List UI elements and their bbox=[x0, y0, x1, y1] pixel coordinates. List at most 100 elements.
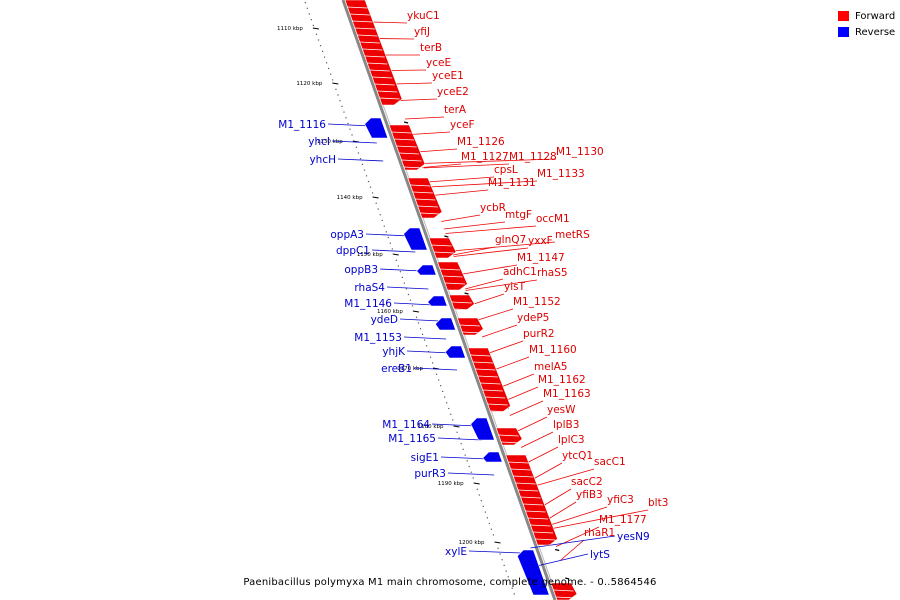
minor-tick bbox=[507, 576, 509, 578]
gene-separator bbox=[444, 282, 466, 285]
gene-label-forward: purR2 bbox=[523, 328, 555, 340]
minor-tick bbox=[363, 169, 366, 171]
minor-tick bbox=[405, 288, 408, 290]
gene-separator bbox=[510, 468, 531, 471]
minor-tick bbox=[332, 79, 334, 81]
minor-tick bbox=[456, 431, 458, 433]
gene-label-reverse: xylE bbox=[445, 546, 467, 558]
minor-tick bbox=[401, 276, 404, 278]
minor-tick bbox=[452, 419, 454, 421]
gene-label-reverse: M1_1165 bbox=[388, 433, 436, 445]
leader-line-reverse bbox=[406, 350, 452, 354]
minor-tick bbox=[359, 158, 362, 160]
gene-separator bbox=[362, 48, 383, 51]
minor-tick bbox=[327, 67, 330, 70]
gene-separator bbox=[485, 396, 506, 399]
minor-tick bbox=[480, 500, 482, 502]
forward-gene-block bbox=[388, 124, 426, 171]
leader-line-forward bbox=[526, 446, 559, 464]
minor-tick bbox=[482, 505, 484, 507]
tick-label: 1200 kbp bbox=[459, 540, 485, 546]
gene-separator bbox=[532, 531, 553, 534]
gene-label-forward: yceE1 bbox=[432, 70, 464, 82]
gene-label-reverse: ydeD bbox=[371, 314, 398, 326]
leader-line-forward bbox=[465, 278, 504, 290]
leader-line-forward bbox=[376, 38, 415, 40]
gene-label-forward: ycbR bbox=[480, 202, 506, 214]
gene-label-reverse: ereB1 bbox=[381, 363, 412, 375]
minor-tick bbox=[462, 448, 464, 450]
minor-tick bbox=[397, 265, 399, 267]
leader-line-forward bbox=[441, 214, 481, 222]
tick-mark bbox=[312, 27, 319, 30]
gene-label-reverse: rhaS4 bbox=[354, 282, 385, 294]
minor-tick bbox=[395, 259, 397, 261]
leader-line-forward bbox=[465, 279, 538, 291]
leader-line-forward bbox=[532, 462, 563, 480]
gene-separator bbox=[379, 97, 400, 100]
gene-separator bbox=[349, 13, 370, 16]
reverse-gene-block bbox=[434, 317, 457, 331]
gene-label-forward: yceF bbox=[450, 119, 475, 131]
minor-tick bbox=[499, 553, 501, 555]
legend: Forward Reverse bbox=[838, 8, 895, 40]
minor-tick bbox=[488, 522, 490, 525]
minor-tick bbox=[339, 100, 341, 102]
map-caption: Paenibacillus polymyxa M1 main chromosom… bbox=[243, 577, 657, 588]
minor-tick bbox=[442, 390, 444, 392]
minor-tick bbox=[381, 219, 383, 221]
gene-label-forward: metRS bbox=[555, 229, 590, 241]
gene-separator bbox=[462, 331, 483, 334]
minor-tick bbox=[421, 333, 424, 335]
gene-label-forward: M1_1152 bbox=[513, 296, 561, 308]
legend-label-forward: Forward bbox=[855, 10, 896, 22]
gene-label-reverse: dppC1 bbox=[336, 245, 370, 257]
leader-line-forward bbox=[432, 189, 489, 196]
gene-separator bbox=[372, 76, 393, 79]
tick-label: 1110 kbp bbox=[277, 26, 303, 32]
gene-label-forward: M1_1126 bbox=[457, 136, 505, 148]
minor-tick bbox=[377, 208, 379, 210]
gene-label-forward: melA5 bbox=[534, 361, 567, 373]
minor-tick bbox=[403, 121, 409, 124]
minor-tick bbox=[440, 385, 442, 387]
minor-tick bbox=[385, 231, 387, 233]
leader-line-reverse bbox=[440, 456, 489, 460]
gene-separator bbox=[490, 410, 511, 413]
minor-tick bbox=[351, 134, 353, 136]
minor-tick bbox=[466, 460, 468, 462]
minor-tick bbox=[419, 328, 422, 330]
minor-tick bbox=[379, 214, 381, 216]
minor-tick bbox=[490, 528, 492, 530]
gene-label-forward: yesW bbox=[547, 404, 576, 416]
gene-label-forward: M1_1133 bbox=[537, 168, 585, 180]
minor-tick bbox=[367, 180, 370, 183]
minor-tick bbox=[371, 192, 374, 194]
gene-label-reverse: lytS bbox=[590, 549, 610, 561]
leader-line-forward bbox=[499, 373, 535, 388]
minor-tick bbox=[319, 45, 322, 47]
gene-label-forward: ytcQ1 bbox=[562, 450, 593, 462]
gene-separator bbox=[415, 198, 436, 201]
leader-line-forward bbox=[549, 509, 649, 530]
leader-line-forward bbox=[534, 468, 595, 487]
minor-tick bbox=[555, 548, 560, 552]
gene-separator bbox=[535, 538, 556, 541]
gene-separator bbox=[440, 268, 461, 271]
minor-tick bbox=[497, 547, 499, 549]
gene-label-forward: yxxF bbox=[528, 235, 553, 247]
leader-line-reverse bbox=[386, 286, 429, 290]
minor-tick bbox=[423, 339, 426, 341]
gene-label-forward: lplB3 bbox=[553, 419, 579, 431]
chromosome-backbone bbox=[341, 0, 557, 600]
forward-gene-block bbox=[505, 454, 558, 546]
leader-line-forward bbox=[387, 69, 427, 71]
gene-separator bbox=[472, 361, 493, 364]
gene-label-forward: terA bbox=[444, 104, 467, 116]
gene-separator bbox=[399, 152, 420, 155]
leader-line-forward bbox=[509, 400, 544, 416]
minor-tick bbox=[365, 175, 368, 177]
gene-label-reverse: M1_1164 bbox=[382, 419, 430, 431]
tick-mark bbox=[453, 425, 460, 428]
minor-tick bbox=[472, 477, 474, 479]
